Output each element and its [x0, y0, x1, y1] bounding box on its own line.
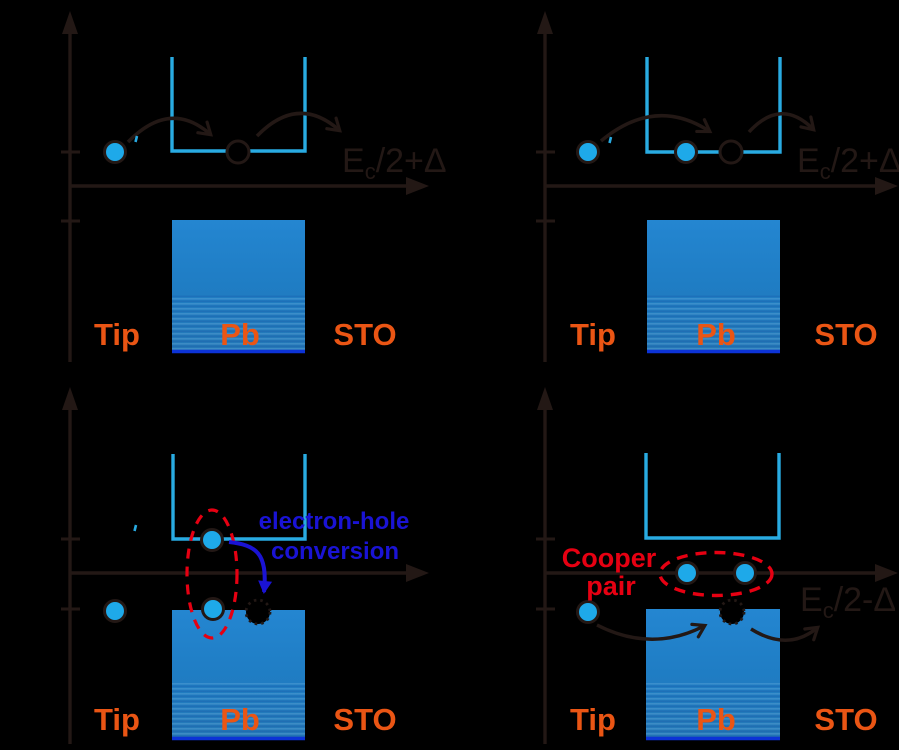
energy-label-rest: /2+Δ: [376, 142, 447, 180]
annotation-cooper: Cooper: [562, 543, 657, 573]
small-blue-mark: [133, 524, 138, 532]
energy-level-label: Ec/2+Δ: [342, 142, 447, 184]
tunnel-arrow-tip-to-well: [126, 116, 213, 144]
electron-in-well: [674, 140, 698, 164]
panel-top-right: Ec/2+Δ Tip Pb STO: [536, 11, 899, 362]
tunnel-arrow-hole-to-sto: [750, 625, 821, 642]
position-axis-arrowhead-icon: [875, 177, 898, 195]
hole: [225, 139, 251, 165]
electron: [103, 140, 127, 164]
energy-level-label: Ec/2+Δ: [797, 142, 899, 184]
energy-label-base: E: [342, 142, 365, 180]
material-label-tip: Tip: [94, 317, 140, 352]
material-label-sto: STO: [333, 317, 396, 352]
potential-well: [171, 454, 307, 541]
energy-axis-arrowhead-icon: [62, 11, 78, 34]
energy-level-label: Ec/2-Δ: [800, 581, 896, 623]
energy-label-subscript: c: [820, 159, 831, 184]
energy-axis-arrowhead-icon: [62, 387, 78, 410]
pb-band-stripes: [172, 682, 305, 737]
energy-axis-arrowhead-icon: [537, 11, 553, 34]
annotation-pair: pair: [586, 571, 636, 601]
material-label-sto: STO: [333, 702, 396, 737]
tunnel-arrow-tip-to-well: [599, 113, 713, 143]
energy-axis-arrowhead-icon: [537, 387, 553, 410]
electron-tip: [103, 599, 127, 623]
energy-label-rest: /2+Δ: [831, 142, 899, 180]
energy-label-base: E: [800, 581, 823, 619]
hole-dotted: [244, 598, 272, 626]
electron-tip: [576, 600, 600, 624]
pb-band-stripes: [172, 295, 305, 350]
material-label-tip: Tip: [570, 317, 616, 352]
annotation-electron-hole: electron-hole: [259, 508, 410, 535]
small-blue-mark: [134, 135, 139, 143]
material-label-pb: Pb: [220, 317, 260, 352]
small-blue-mark: [608, 136, 613, 144]
hole: [718, 139, 744, 165]
electron-tip: [576, 140, 600, 164]
potential-well: [645, 57, 782, 154]
material-label-sto: STO: [814, 702, 877, 737]
annotation-conversion: conversion: [271, 538, 399, 565]
material-label-pb: Pb: [220, 702, 260, 737]
electron-in-band: [201, 597, 225, 621]
panel-bottom-right: Cooper pair Ec/2-Δ Tip Pb STO: [536, 387, 898, 744]
tunnel-arrow-tip-to-hole: [596, 622, 708, 641]
energy-label-subscript: c: [823, 598, 834, 623]
electron-in-well: [200, 528, 224, 552]
cooper-electron-left: [675, 561, 699, 585]
material-label-sto: STO: [814, 317, 877, 352]
tunnel-arrow-well-to-sto: [255, 111, 342, 138]
hole-dotted: [718, 598, 746, 626]
tunnel-arrow-well-to-sto: [747, 112, 816, 134]
energy-label-subscript: c: [365, 159, 376, 184]
pb-band-stripes: [647, 295, 780, 350]
panel-top-left: Ec/2+Δ Tip Pb STO: [61, 11, 447, 362]
electron-pair-ellipse: [185, 508, 239, 640]
material-label-tip: Tip: [94, 702, 140, 737]
energy-label-rest: /2-Δ: [834, 581, 896, 619]
conversion-arrow: [228, 540, 273, 594]
material-label-pb: Pb: [696, 702, 736, 737]
position-axis-arrowhead-icon: [875, 564, 898, 582]
material-label-tip: Tip: [570, 702, 616, 737]
position-axis-arrowhead-icon: [406, 177, 429, 195]
energy-label-base: E: [797, 142, 820, 180]
potential-well: [644, 453, 781, 540]
pb-band-stripes: [646, 682, 780, 737]
cooper-electron-right: [733, 561, 757, 585]
cooper-pair-ellipse: [658, 550, 774, 598]
position-axis-arrowhead-icon: [406, 564, 429, 582]
material-label-pb: Pb: [696, 317, 736, 352]
panel-bottom-left: electron-hole conversion Tip Pb STO: [61, 387, 429, 744]
